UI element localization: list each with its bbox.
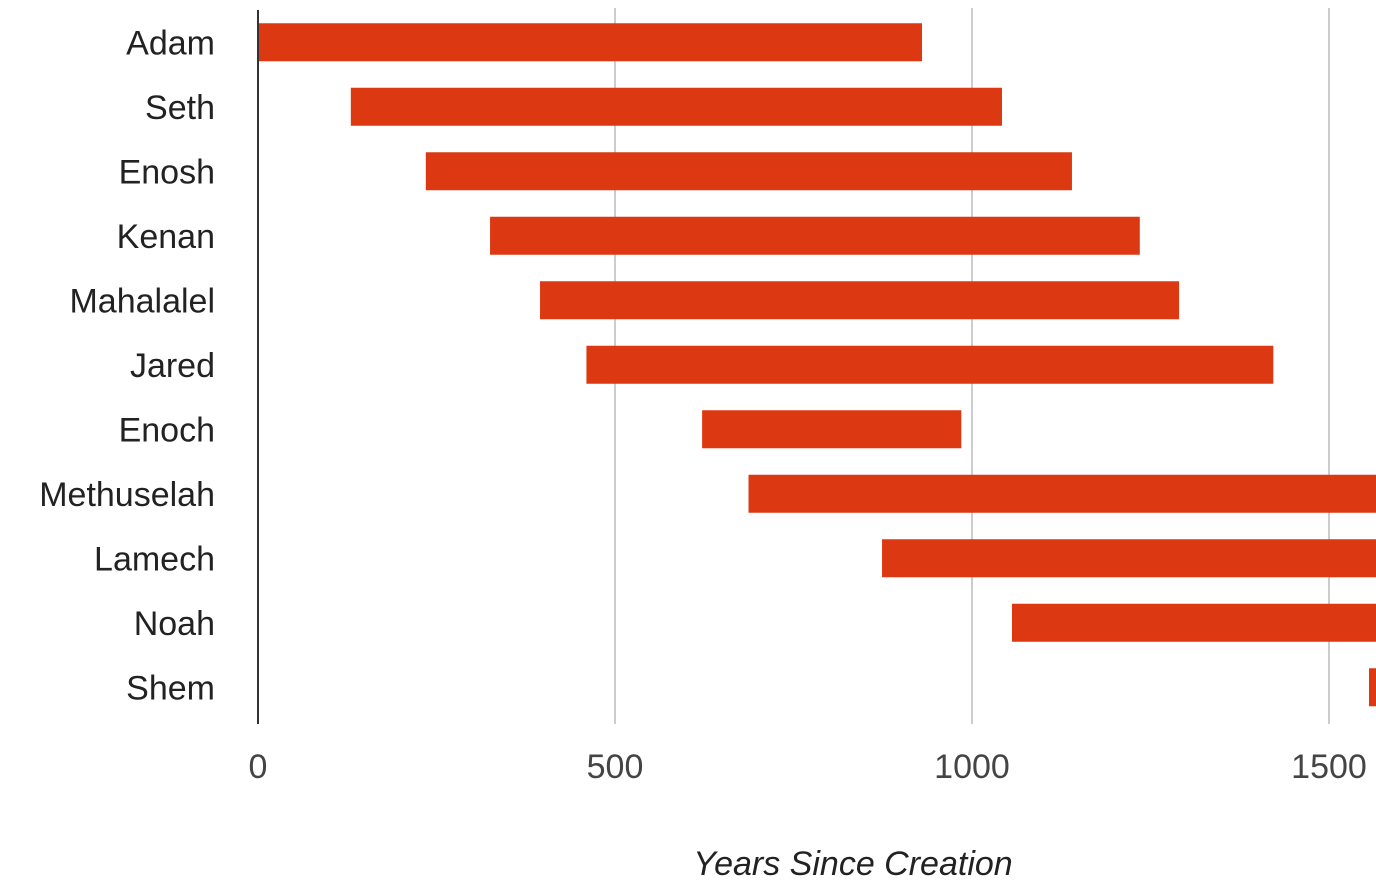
x-tick-label-0: 0 xyxy=(249,748,268,786)
category-label-lamech: Lamech xyxy=(94,540,215,578)
category-label-methuselah: Methuselah xyxy=(39,476,215,514)
bar-lamech xyxy=(882,539,1376,578)
x-tick-label-1000: 1000 xyxy=(934,748,1010,786)
bar-shem xyxy=(1368,668,1376,707)
bar-adam xyxy=(258,23,923,62)
bar-enoch xyxy=(702,410,962,449)
bar-seth xyxy=(350,87,1002,126)
x-axis-title: Years Since Creation xyxy=(693,845,1012,880)
category-label-mahalalel: Mahalalel xyxy=(69,282,215,320)
category-label-enoch: Enoch xyxy=(119,411,215,449)
bar-kenan xyxy=(490,216,1140,255)
bar-jared xyxy=(586,345,1274,384)
x-tick-label-500: 500 xyxy=(587,748,644,786)
category-label-jared: Jared xyxy=(130,347,215,385)
bar-mahalalel xyxy=(540,281,1180,320)
label-layer: 0 500 1000 1500 Adam Seth Enosh Kenan Mahalalel J… xyxy=(39,24,1367,786)
bar-methuselah xyxy=(748,474,1376,513)
bar-layer xyxy=(258,23,1376,707)
x-tick-label-1500: 1500 xyxy=(1291,748,1367,786)
category-label-kenan: Kenan xyxy=(117,218,215,256)
bar-enosh xyxy=(425,152,1072,191)
bar-noah xyxy=(1011,603,1376,642)
category-label-enosh: Enosh xyxy=(119,153,215,191)
category-label-adam: Adam xyxy=(126,24,215,62)
category-label-shem: Shem xyxy=(126,669,215,707)
category-label-seth: Seth xyxy=(145,89,215,127)
category-label-noah: Noah xyxy=(134,605,215,643)
